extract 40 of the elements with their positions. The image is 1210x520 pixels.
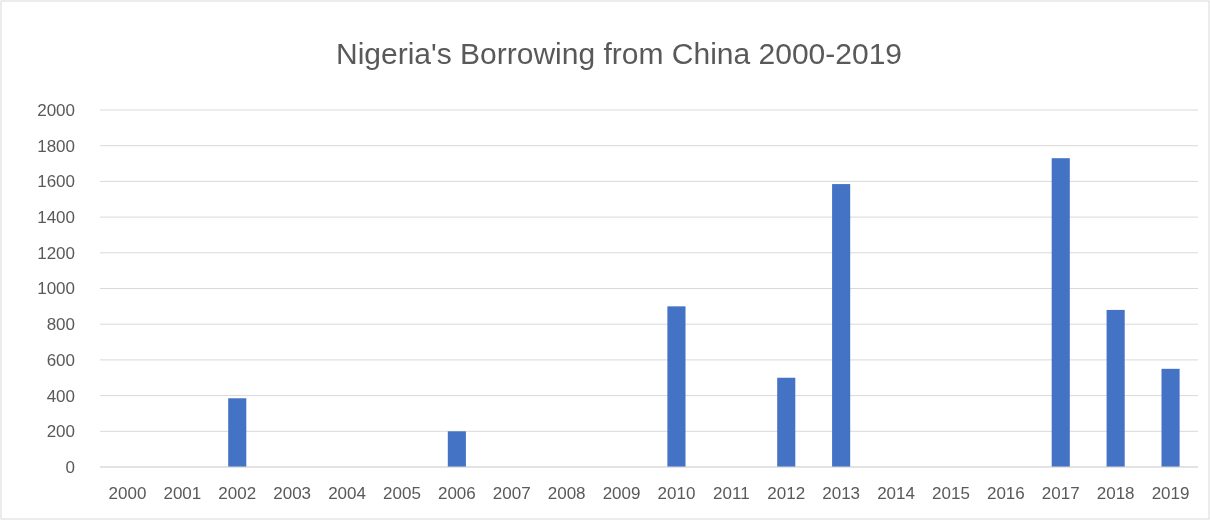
x-tick-label: 2012: [767, 484, 806, 503]
bar: [1051, 158, 1070, 467]
x-tick-label: 2001: [163, 484, 202, 503]
x-tick-label: 2011: [713, 484, 750, 503]
x-tick-label: 2002: [218, 484, 257, 503]
y-tick-label: 1200: [37, 243, 75, 263]
x-tick-label: 2019: [1151, 484, 1190, 503]
x-tick-label: 2007: [492, 484, 531, 503]
x-tick-label: 2016: [986, 484, 1025, 503]
x-tick-label: 2006: [437, 484, 476, 503]
x-tick-label: 2000: [108, 484, 147, 503]
x-tick-label: 2010: [657, 484, 696, 503]
x-tick-label: 2018: [1096, 484, 1135, 503]
x-tick-label: 2005: [383, 484, 421, 503]
x-tick-label: 2009: [602, 484, 641, 503]
y-tick-label: 1800: [37, 136, 75, 156]
y-tick-label: 600: [46, 350, 75, 370]
y-tick-label: 800: [46, 315, 75, 335]
y-tick-label: 2000: [37, 100, 75, 120]
y-tick-label: 1600: [37, 172, 75, 192]
bar: [832, 184, 851, 467]
y-tick-label: 200: [46, 422, 75, 442]
y-tick-label: 1400: [37, 208, 75, 228]
x-tick-label: 2004: [328, 484, 366, 503]
bar: [1106, 309, 1125, 467]
bar: [447, 431, 466, 467]
x-tick-label: 2014: [877, 484, 915, 503]
x-tick-label: 2008: [547, 484, 586, 503]
y-tick-label: 400: [46, 386, 75, 406]
bar: [667, 306, 686, 467]
bar: [1161, 368, 1180, 467]
bar: [777, 377, 796, 467]
x-tick-label: 2003: [273, 484, 312, 503]
y-tick-label: 1000: [37, 279, 75, 299]
bar: [228, 398, 247, 467]
x-tick-label: 2015: [932, 484, 970, 503]
x-tick-label: 2017: [1041, 484, 1080, 503]
y-tick-label: 0: [65, 457, 75, 477]
chart-title: Nigeria's Borrowing from China 2000-2019: [335, 37, 903, 70]
x-tick-label: 2013: [822, 484, 861, 503]
